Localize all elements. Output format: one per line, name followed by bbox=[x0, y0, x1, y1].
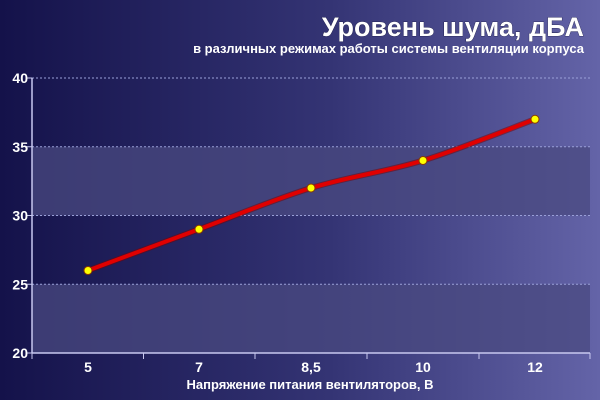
y-tick-label: 40 bbox=[12, 70, 28, 86]
x-tick-label: 7 bbox=[195, 359, 203, 375]
x-tick-label: 10 bbox=[415, 359, 431, 375]
axes bbox=[26, 77, 591, 359]
y-tick-label: 35 bbox=[12, 139, 28, 155]
series-layer bbox=[83, 114, 540, 275]
grid-bands bbox=[32, 146, 590, 353]
data-point bbox=[83, 266, 93, 275]
y-tick-label: 25 bbox=[12, 276, 28, 292]
data-point bbox=[418, 156, 428, 165]
x-tick-label: 12 bbox=[527, 359, 543, 375]
y-tick-label: 30 bbox=[12, 208, 28, 224]
x-tick-labels: 5 7 8,5 10 12 bbox=[84, 359, 543, 375]
data-point bbox=[306, 183, 316, 193]
chart-subtitle: в различных режимах работы системы венти… bbox=[193, 41, 585, 56]
gridlines bbox=[32, 77, 590, 285]
x-tick-label: 8,5 bbox=[301, 359, 321, 375]
y-tick-label: 20 bbox=[12, 345, 28, 361]
x-tick-label: 5 bbox=[84, 359, 92, 375]
data-point bbox=[530, 114, 540, 124]
y-tick-labels: 20 25 30 35 40 bbox=[12, 70, 28, 361]
grid-band bbox=[32, 146, 590, 216]
chart-title: Уровень шума, дБА bbox=[322, 12, 584, 42]
data-point bbox=[194, 224, 204, 234]
grid-band bbox=[32, 284, 590, 353]
x-axis-label: Напряжение питания вентиляторов, В bbox=[187, 377, 434, 392]
